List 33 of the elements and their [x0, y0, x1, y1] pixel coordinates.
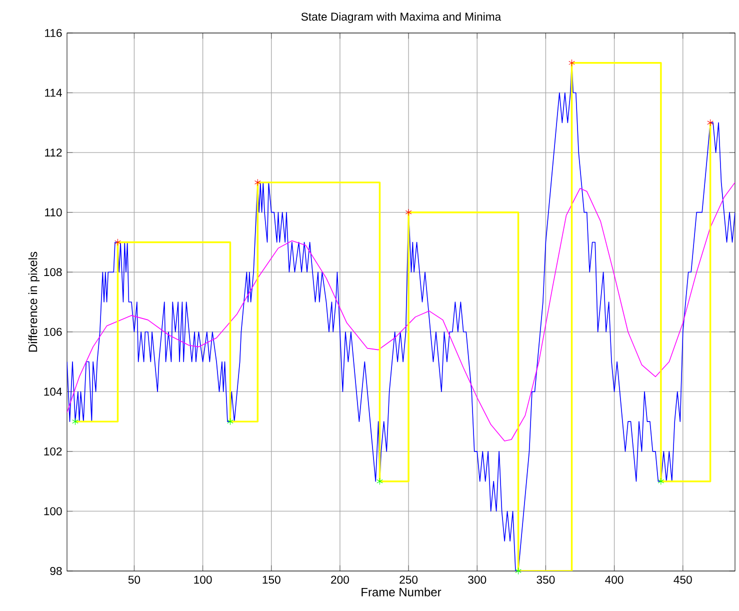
point — [515, 567, 522, 575]
x-tick-label: 100 — [194, 576, 212, 584]
x-tick-label: 450 — [674, 576, 692, 584]
x-tick-label: 50 — [128, 576, 140, 584]
y-tick-label: 112 — [45, 148, 62, 157]
y-tick-label: 102 — [44, 447, 62, 456]
point — [72, 418, 78, 426]
x-tick-label: 200 — [331, 576, 349, 584]
y-tick-label: 98 — [50, 566, 62, 576]
x-tick-label: 250 — [400, 576, 418, 584]
y-tick-label: 110 — [45, 208, 62, 216]
point — [376, 478, 383, 485]
y-tick-label: 108 — [44, 268, 62, 276]
x-tick-label: 400 — [605, 576, 624, 584]
point — [707, 119, 714, 126]
y-axis-title: Difference in pixels — [28, 252, 40, 352]
point — [568, 59, 575, 66]
y-tick-label: 114 — [45, 88, 62, 97]
chart-title: State Diagram with Maxima and Minima — [301, 12, 502, 23]
y-tick-label: 106 — [44, 328, 62, 336]
y-tick-label: 100 — [44, 507, 62, 516]
x-tick-label: 350 — [536, 576, 555, 584]
line-series — [67, 182, 736, 442]
point — [254, 178, 261, 186]
point — [405, 208, 412, 216]
x-axis-title: Frame Number — [362, 588, 442, 596]
x-tick-label: 150 — [262, 576, 280, 584]
point — [227, 418, 234, 426]
x-tick-label: 300 — [468, 576, 486, 584]
y-tick-label: 116 — [45, 28, 62, 38]
point — [114, 238, 121, 246]
point — [658, 478, 664, 485]
y-tick-label: 104 — [44, 388, 62, 396]
